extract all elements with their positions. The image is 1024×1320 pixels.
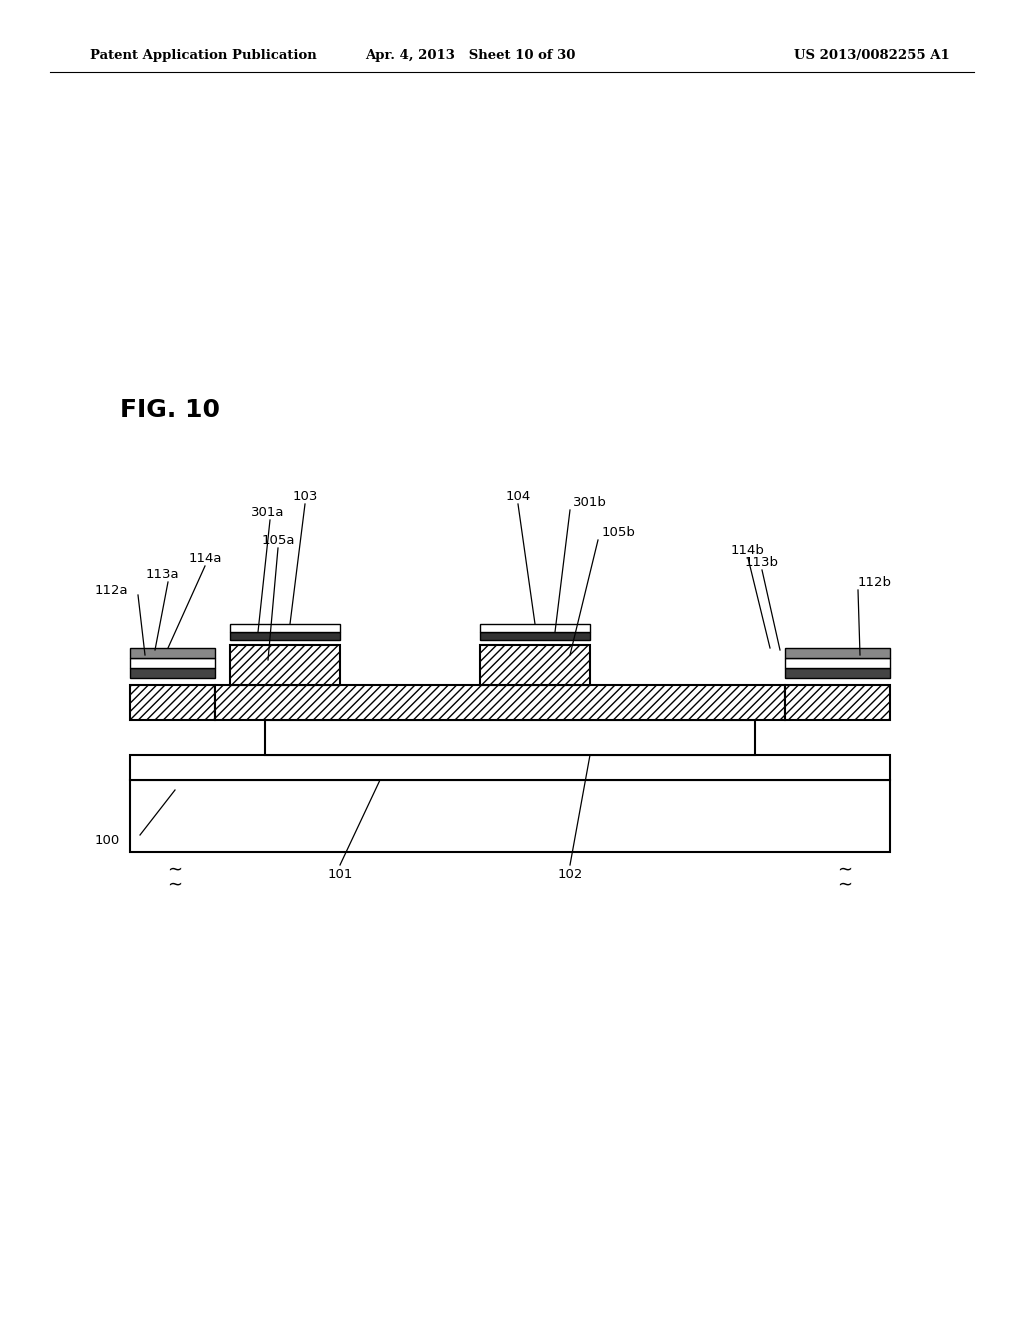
Bar	[265, 719, 755, 755]
Bar	[785, 685, 890, 719]
Text: Patent Application Publication: Patent Application Publication	[90, 49, 316, 62]
Text: 105b: 105b	[602, 525, 636, 539]
Text: Apr. 4, 2013   Sheet 10 of 30: Apr. 4, 2013 Sheet 10 of 30	[365, 49, 575, 62]
Bar	[480, 624, 590, 632]
Bar	[130, 657, 215, 668]
Bar	[230, 632, 340, 640]
Bar	[230, 624, 340, 632]
Text: ∼: ∼	[838, 876, 853, 894]
Text: 301a: 301a	[251, 506, 285, 519]
Bar	[215, 685, 785, 719]
Bar	[230, 645, 340, 685]
Text: 301b: 301b	[573, 495, 607, 508]
Bar	[130, 685, 215, 719]
Text: 100: 100	[95, 833, 120, 846]
Text: 103: 103	[292, 490, 317, 503]
Bar	[130, 755, 890, 780]
Text: 114b: 114b	[731, 544, 765, 557]
Text: 102: 102	[557, 869, 583, 882]
Text: 101: 101	[328, 869, 352, 882]
Bar	[785, 668, 890, 678]
Bar	[130, 780, 890, 851]
Text: 112b: 112b	[858, 576, 892, 589]
Text: ∼: ∼	[168, 861, 182, 879]
Bar	[785, 648, 890, 657]
Text: ∼: ∼	[168, 876, 182, 894]
Text: 114a: 114a	[188, 552, 222, 565]
Bar	[130, 648, 215, 657]
Text: 113a: 113a	[145, 568, 179, 581]
Bar	[130, 668, 215, 678]
Bar	[480, 632, 590, 640]
Text: FIG. 10: FIG. 10	[120, 399, 220, 422]
Text: 105a: 105a	[261, 533, 295, 546]
Text: 104: 104	[506, 490, 530, 503]
Text: 112a: 112a	[94, 583, 128, 597]
Text: US 2013/0082255 A1: US 2013/0082255 A1	[795, 49, 950, 62]
Text: 113b: 113b	[745, 556, 779, 569]
Bar	[785, 657, 890, 668]
Bar	[480, 645, 590, 685]
Text: ∼: ∼	[838, 861, 853, 879]
